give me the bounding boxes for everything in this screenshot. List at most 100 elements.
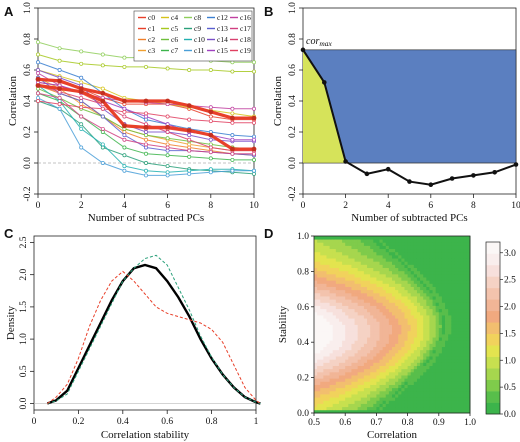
heatmap-cell [379, 371, 384, 376]
heatmap-cell [382, 397, 387, 401]
heatmap-cell [345, 277, 349, 281]
heatmap-cell [314, 384, 318, 389]
heatmap-cell [329, 267, 334, 272]
panel-letter-d: D [264, 226, 273, 241]
colorbar-tick-label: 2.0 [504, 303, 516, 313]
heatmap-cell [441, 390, 446, 395]
heatmap-cell [451, 371, 455, 376]
heatmap-cell [401, 362, 405, 366]
heatmap-cell [445, 371, 449, 376]
heatmap-cell [320, 324, 324, 329]
heatmap-cell [367, 277, 371, 281]
heatmap-cell [332, 368, 337, 373]
legend-entry: c7 [171, 46, 178, 55]
heatmap-cell [454, 387, 458, 392]
heatmap-cell [398, 387, 402, 392]
heatmap-cell [345, 349, 349, 354]
heatmap-cell [320, 368, 324, 373]
heatmap-cell [338, 267, 343, 272]
heatmap-cell [435, 403, 440, 408]
heatmap-cell [314, 299, 318, 303]
heatmap-cell [332, 362, 337, 366]
heatmap-cell [410, 359, 415, 363]
heatmap-cell [332, 321, 337, 325]
heatmap-cell [345, 333, 349, 338]
heatmap-cell [317, 261, 321, 265]
heatmap-cell [404, 400, 408, 404]
data-point [208, 137, 213, 142]
heatmap-cell [466, 267, 471, 272]
heatmap-cell [370, 267, 374, 272]
heatmap-cell [413, 349, 418, 354]
heatmap-cell [354, 378, 359, 382]
heatmap-cell [395, 261, 399, 265]
heatmap-cell [448, 258, 452, 262]
heatmap-cell [445, 311, 449, 316]
heatmap-cell [466, 365, 471, 370]
heatmap-cell [326, 321, 330, 325]
heatmap-cell [426, 362, 430, 366]
heatmap-cell [463, 239, 468, 243]
heatmap-cell [448, 283, 452, 287]
heatmap-cell [463, 321, 468, 325]
heatmap-cell [407, 403, 412, 408]
y-tick-label: 0.0 [288, 157, 298, 169]
y-tick-label: 0.6 [297, 303, 309, 313]
heatmap-cell [323, 378, 327, 382]
heatmap-cell [370, 378, 374, 382]
heatmap-cell [423, 375, 427, 379]
heatmap-cell [332, 283, 337, 287]
y-tick-label: -0.2 [288, 186, 298, 201]
heatmap-cell [376, 346, 380, 351]
heatmap-cell [457, 365, 462, 370]
heatmap-cell [323, 409, 327, 414]
heatmap-cell [410, 242, 415, 246]
heatmap-cell [441, 248, 446, 253]
heatmap-cell [363, 381, 368, 385]
heatmap-cell [329, 270, 334, 275]
heatmap-cell [357, 356, 362, 360]
heatmap-cell [407, 365, 412, 370]
heatmap-cell [410, 302, 415, 306]
heatmap-cell [410, 321, 415, 325]
heatmap-cell [373, 280, 377, 284]
heatmap-cell [429, 254, 433, 259]
heatmap-cell [317, 409, 321, 414]
heatmap-cell [332, 245, 337, 250]
heatmap-cell [451, 264, 455, 269]
heatmap-cell [363, 371, 368, 376]
heatmap-cell [441, 311, 446, 316]
heatmap-cell [342, 236, 346, 240]
heatmap-cell [329, 346, 334, 351]
heatmap-cell [342, 267, 346, 272]
heatmap-cell [335, 381, 340, 385]
heatmap-cell [342, 346, 346, 351]
heatmap-cell [410, 251, 415, 256]
heatmap-cell [435, 394, 440, 398]
heatmap-cell [460, 359, 465, 363]
heatmap-cell [420, 280, 424, 284]
heatmap-cell [448, 270, 452, 275]
heatmap-cell [410, 273, 415, 278]
heatmap-cell [432, 324, 437, 329]
heatmap-cell [432, 318, 437, 322]
heatmap-cell [348, 324, 352, 329]
y-tick-label: 0.4 [297, 338, 309, 348]
heatmap-cell [429, 277, 433, 281]
data-point [100, 114, 105, 119]
heatmap-cell [332, 365, 337, 370]
heatmap-cell [388, 384, 393, 389]
y-tick-label: 1.0 [23, 2, 33, 14]
heatmap-cell [360, 273, 365, 278]
heatmap-cell [423, 289, 427, 294]
heatmap-cell [385, 406, 390, 411]
heatmap-cell [401, 321, 405, 325]
heatmap-cell [460, 299, 465, 303]
heatmap-cell [416, 352, 421, 357]
heatmap-cell [373, 286, 377, 291]
heatmap-cell [373, 375, 377, 379]
heatmap-cell [332, 311, 337, 316]
heatmap-cell [385, 302, 390, 306]
heatmap-cell [423, 356, 427, 360]
heatmap-cell [317, 239, 321, 243]
